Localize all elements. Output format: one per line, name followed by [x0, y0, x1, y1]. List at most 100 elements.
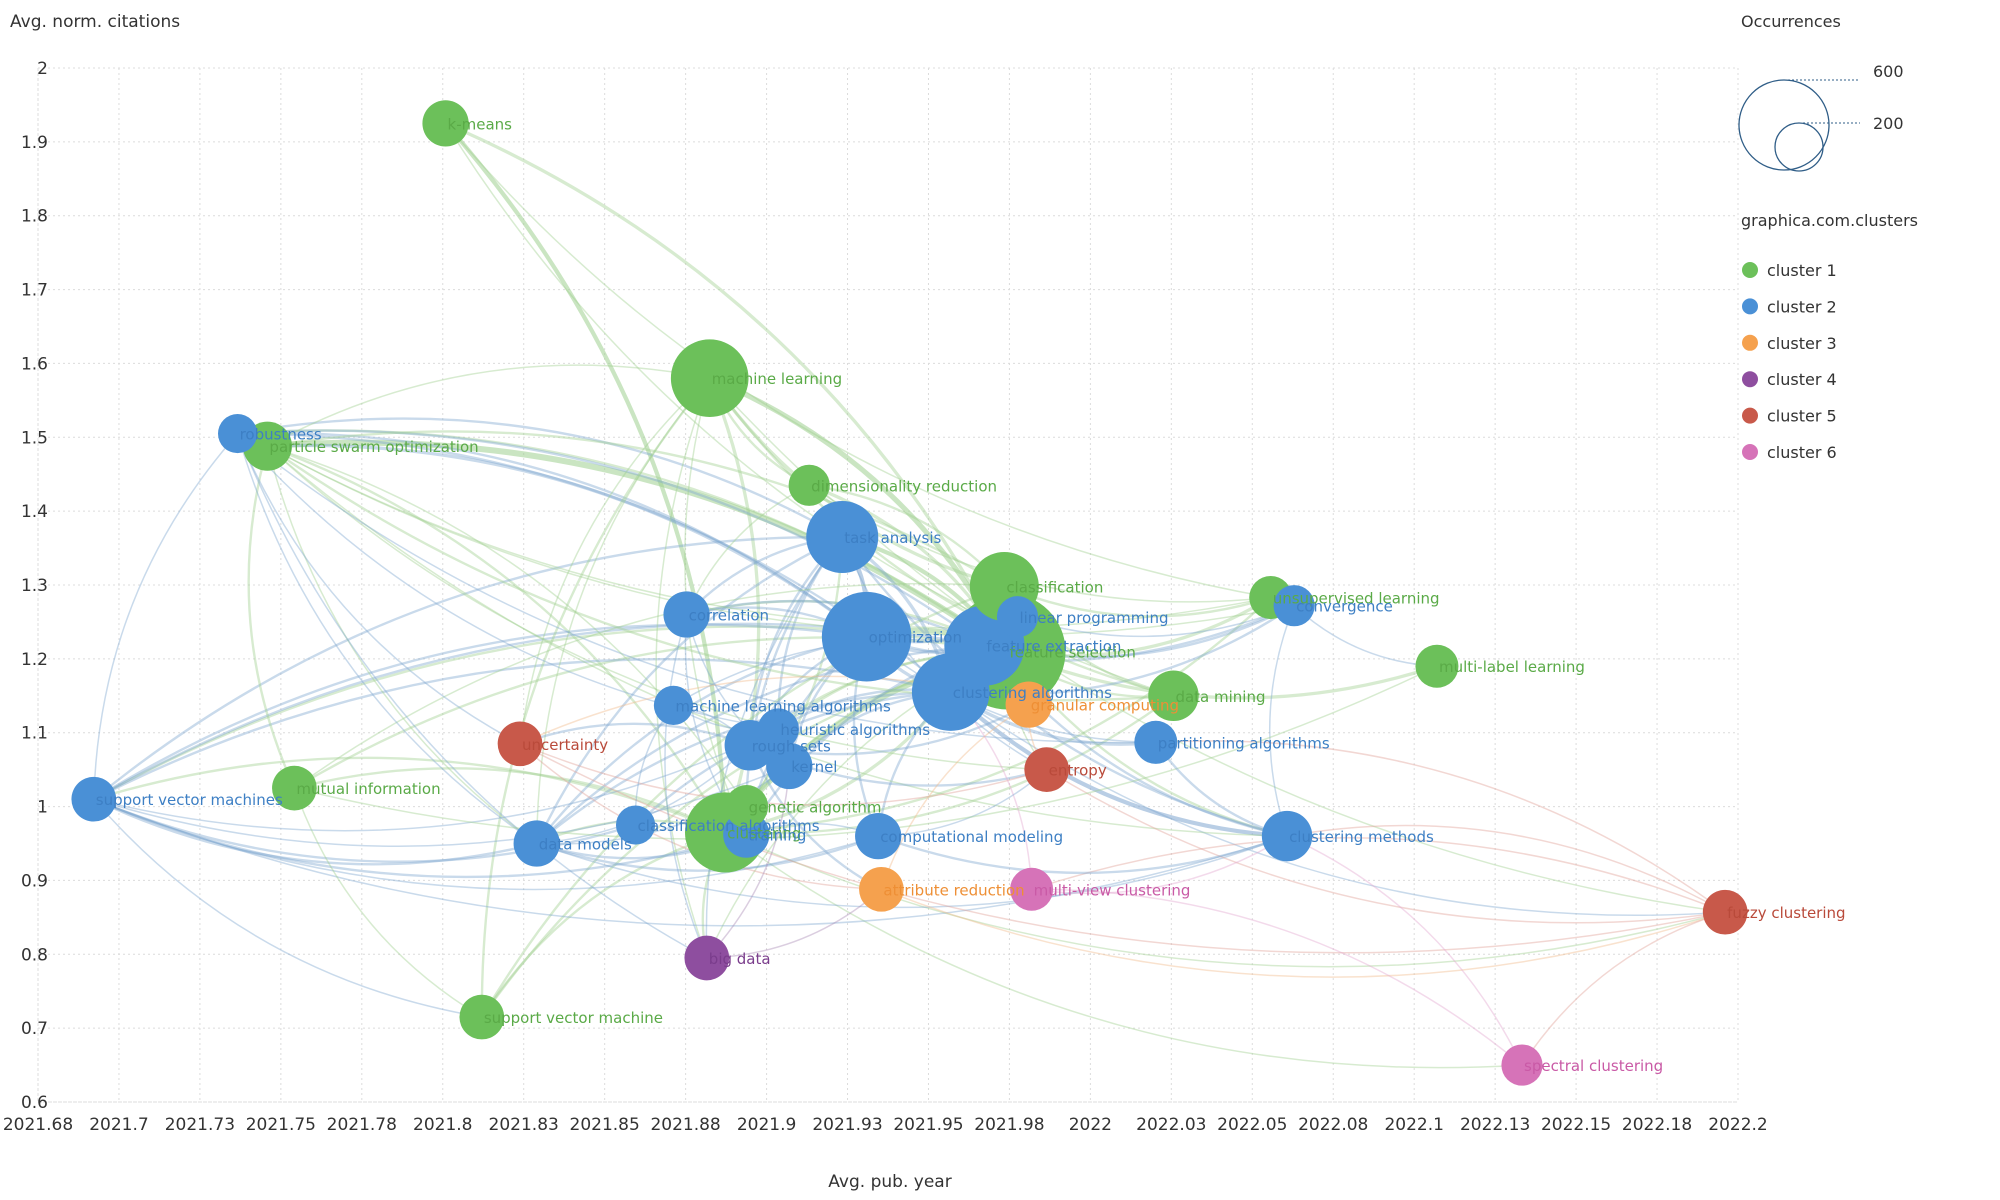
edge-link	[1031, 835, 1288, 895]
node-bubble[interactable]	[788, 464, 830, 506]
edge-link	[480, 377, 711, 1018]
node-label: clustering	[727, 824, 801, 842]
edge-link	[267, 445, 727, 834]
edge-link	[536, 835, 1288, 909]
y-tick-label: 1.1	[21, 724, 48, 744]
node-bubble[interactable]	[684, 935, 730, 981]
node-bubble[interactable]	[670, 339, 749, 418]
x-tick-label: 2021.7	[89, 1115, 148, 1135]
node-bubble[interactable]	[459, 994, 505, 1040]
node-bubble[interactable]	[766, 742, 813, 790]
x-tick-label: 2021.78	[327, 1115, 397, 1135]
edge-link	[664, 614, 708, 959]
edge-link	[1003, 585, 1272, 618]
edge-link	[267, 445, 1295, 637]
edge-link	[519, 743, 1047, 806]
cluster-legend-label: cluster 1	[1767, 261, 1837, 280]
node-bubble[interactable]	[806, 500, 879, 574]
node-bubble[interactable]	[1024, 747, 1070, 792]
cluster-legend-label: cluster 2	[1767, 297, 1837, 316]
x-tick-label: 2022.15	[1541, 1115, 1611, 1135]
node-label: linear programming	[1019, 609, 1168, 627]
x-tick-label: 2021.85	[570, 1115, 640, 1135]
node-bubble[interactable]	[615, 805, 656, 845]
node-bubble[interactable]	[1010, 867, 1054, 911]
node-label: rough sets	[752, 737, 831, 755]
edge-link	[706, 765, 791, 959]
edge-link	[881, 888, 1726, 978]
node-bubble[interactable]	[422, 100, 469, 147]
node-label: optimization	[869, 629, 962, 647]
x-tick-label: 2022.18	[1622, 1115, 1692, 1135]
node-label: data mining	[1175, 688, 1265, 706]
size-legend-label-small: 200	[1873, 114, 1904, 133]
edge-link	[237, 431, 868, 638]
edge-link	[535, 644, 985, 845]
edge-link	[1268, 605, 1295, 837]
node-label: data models	[539, 836, 632, 854]
node-bubble[interactable]	[1134, 720, 1178, 764]
edge-link	[725, 694, 1175, 835]
x-tick-label: 2022.1	[1384, 1115, 1443, 1135]
node-bubble[interactable]	[218, 414, 258, 454]
y-tick-label: 1.7	[21, 281, 48, 301]
edge-link	[1031, 837, 1726, 913]
edge-link	[724, 831, 1523, 1069]
node-bubble[interactable]	[859, 866, 904, 912]
edge-link	[480, 585, 1005, 1018]
node-bubble[interactable]	[663, 591, 710, 638]
edge-link	[267, 445, 748, 807]
node-label: kernel	[791, 758, 837, 776]
edge-link	[708, 377, 761, 833]
node-label: uncertainty	[522, 736, 608, 754]
edge-link	[841, 536, 1288, 838]
edge-link	[267, 439, 1010, 654]
node-bubble[interactable]	[653, 685, 694, 725]
edge-link	[1521, 911, 1726, 1066]
node-label: big data	[709, 950, 771, 968]
node-bubble[interactable]	[497, 721, 543, 767]
cluster-legend-label: cluster 4	[1767, 370, 1837, 389]
node-bubble[interactable]	[1261, 810, 1313, 862]
node-bubble[interactable]	[996, 596, 1039, 638]
y-axis-title: Avg. norm. citations	[10, 12, 180, 32]
x-tick-label: 2022.13	[1460, 1115, 1530, 1135]
y-tick-label: 2	[37, 59, 48, 79]
node-label: classification	[1006, 578, 1103, 596]
node-label: machine learning	[712, 370, 842, 388]
cluster-legend-swatch	[1742, 371, 1758, 388]
node-bubble[interactable]	[71, 776, 117, 822]
node-bubble[interactable]	[757, 708, 799, 750]
node-bubble[interactable]	[821, 591, 912, 682]
node-label: genetic algorithm	[749, 799, 882, 817]
node-bubble[interactable]	[911, 653, 990, 731]
node-bubble[interactable]	[1415, 644, 1459, 688]
edge-link	[444, 121, 1010, 653]
node-bubble[interactable]	[1148, 670, 1199, 722]
y-tick-label: 1.6	[21, 354, 48, 374]
edge-link	[267, 443, 868, 639]
edge-link	[266, 445, 538, 845]
node-bubble[interactable]	[1273, 585, 1315, 627]
node-label: convergence	[1296, 598, 1393, 616]
node-label: particle swarm optimization	[269, 438, 478, 456]
node-bubble[interactable]	[1501, 1044, 1543, 1086]
edge-link	[725, 596, 1272, 834]
y-tick-label: 1	[37, 798, 48, 818]
node-bubble[interactable]	[725, 785, 769, 829]
edge-link	[267, 445, 1271, 629]
node-bubble[interactable]	[1702, 889, 1748, 935]
node-label: dimensionality reduction	[811, 477, 997, 495]
cluster-legend-label: cluster 3	[1767, 334, 1837, 353]
node-bubble[interactable]	[513, 820, 560, 867]
x-tick-label: 2021.93	[812, 1115, 882, 1135]
node-layer	[71, 100, 1748, 1086]
node-label: unsupervised learning	[1273, 590, 1440, 608]
node-label: k-means	[448, 115, 513, 133]
node-label: multi-view clustering	[1034, 881, 1191, 899]
node-bubble[interactable]	[855, 812, 902, 860]
node-bubble[interactable]	[272, 765, 317, 811]
node-bubble[interactable]	[1005, 681, 1052, 728]
edge-link	[519, 722, 751, 747]
cluster-legend-swatch	[1742, 407, 1758, 424]
